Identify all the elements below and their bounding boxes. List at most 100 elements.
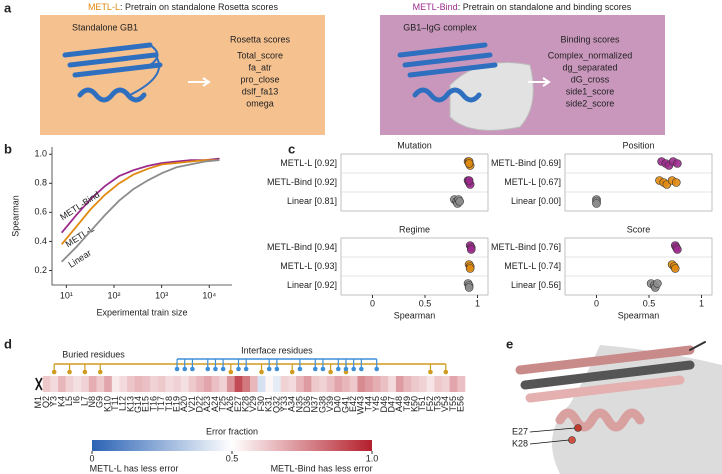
beta-strand	[62, 42, 163, 78]
arrow	[188, 77, 211, 87]
colorbar-tick-label: 0	[89, 453, 94, 463]
residue-label: E42	[348, 396, 358, 412]
heatmap-cell	[88, 376, 97, 392]
heatmap-cell	[111, 376, 120, 392]
x-tick-label: 10³	[155, 290, 168, 300]
residue-label: K31	[264, 396, 274, 412]
pin-head	[443, 369, 449, 375]
heatmap-cell	[273, 376, 282, 392]
pin-head	[266, 366, 272, 372]
residue-label: M1	[33, 396, 43, 409]
series-label: Linear	[67, 248, 93, 270]
gb1-ribbon	[515, 341, 706, 432]
row-label: METL-L [0.67]	[504, 177, 561, 187]
row-label: METL-L [0.74]	[504, 261, 561, 271]
pin-head	[274, 366, 280, 372]
beta-strand	[515, 345, 695, 375]
residue-label: T11	[110, 396, 120, 411]
residue-label: L7	[79, 396, 89, 406]
heatmap-cell	[365, 376, 374, 392]
pin-head	[190, 366, 195, 372]
metl-bind-title: METL-Bind: Pretrain on standalone and bi…	[413, 2, 632, 12]
structure-label: Standalone GB1	[72, 22, 138, 32]
y-tick-label: 1.0	[34, 149, 47, 159]
colorbar	[92, 440, 372, 451]
residue-label: D47	[386, 396, 396, 413]
residue-label: G38	[317, 396, 327, 413]
loop	[689, 341, 706, 351]
residue-label: G9	[95, 396, 105, 408]
heatmap-cell	[157, 376, 166, 392]
bracket-label: Buried residues	[62, 349, 125, 359]
pin-head	[336, 366, 341, 372]
series-line	[61, 159, 220, 245]
heatmap-cell	[334, 376, 343, 392]
residue-label: A20	[179, 396, 189, 412]
heatmap-cell	[203, 376, 212, 392]
pin-head	[182, 366, 188, 372]
residue-label: K28	[241, 396, 251, 412]
scores-title: Binding scores	[560, 34, 620, 44]
residue-label: Y45	[371, 396, 381, 412]
score-name: fa_atr	[248, 62, 271, 72]
residue-label: F52	[425, 396, 435, 412]
residue-label: N37	[310, 396, 320, 413]
heatmap-cell	[372, 376, 381, 392]
residue-label: T49	[402, 396, 412, 412]
heatmap-cell	[265, 376, 274, 392]
replicate-dot	[455, 197, 464, 206]
row-label: METL-L [0.92]	[280, 158, 337, 168]
heatmap-cell	[357, 376, 366, 392]
heatmap-cell	[127, 376, 136, 392]
heatmap-cell	[134, 376, 143, 392]
heatmap-cell	[42, 376, 51, 392]
loop	[129, 44, 161, 96]
residue-label: A23	[202, 396, 212, 412]
y-axis-label: Spearman	[10, 195, 20, 237]
heatmap-cell	[226, 376, 235, 392]
heatmap-cell	[104, 376, 113, 392]
score-name: dslf_fa13	[242, 86, 279, 96]
residue-label: D40	[333, 396, 343, 413]
bracket-label: Interface residues	[241, 345, 313, 355]
beta-strand	[525, 375, 685, 403]
row-label: METL-Bind [0.94]	[267, 242, 337, 252]
heatmap-cell	[319, 376, 328, 392]
title-prefix: METL-L	[88, 2, 120, 12]
heatmap-cell	[311, 376, 320, 392]
helix	[555, 408, 645, 432]
plot-area	[340, 237, 489, 296]
heatmap-cell	[303, 376, 312, 392]
heatmap-cell	[449, 376, 458, 392]
heatmap-cell	[173, 376, 182, 392]
residue-label: D22	[194, 396, 204, 413]
residue-label: Q2	[41, 396, 51, 408]
subplot-title: Regime	[399, 224, 430, 234]
replicate-dot	[592, 199, 601, 208]
pin-head	[213, 366, 218, 372]
score-name: side2_score	[566, 98, 615, 108]
heatmap-cell	[50, 376, 59, 392]
colorbar-tick-label: 1.0	[366, 453, 379, 463]
replicate-dot	[673, 159, 682, 168]
heatmap-cell	[165, 376, 174, 392]
plot-area	[564, 237, 713, 296]
score-name: dG_cross	[571, 74, 610, 84]
axis-frame	[51, 147, 232, 286]
pin-head	[328, 369, 333, 375]
heatmap-cell	[180, 376, 189, 392]
pin-head	[312, 366, 318, 372]
heatmap-cell	[250, 376, 258, 392]
heatmap-cell	[65, 376, 74, 392]
pin-head	[236, 366, 241, 372]
pin-head	[82, 369, 88, 375]
heatmap-cell	[188, 376, 197, 392]
scores-title: Rosetta scores	[230, 34, 291, 44]
y-tick-label: 0.6	[34, 207, 47, 217]
helix	[77, 87, 147, 103]
x-tick-label: 10¹	[60, 290, 73, 300]
panel-label: e	[506, 336, 513, 351]
score-name: pro_close	[240, 74, 279, 84]
